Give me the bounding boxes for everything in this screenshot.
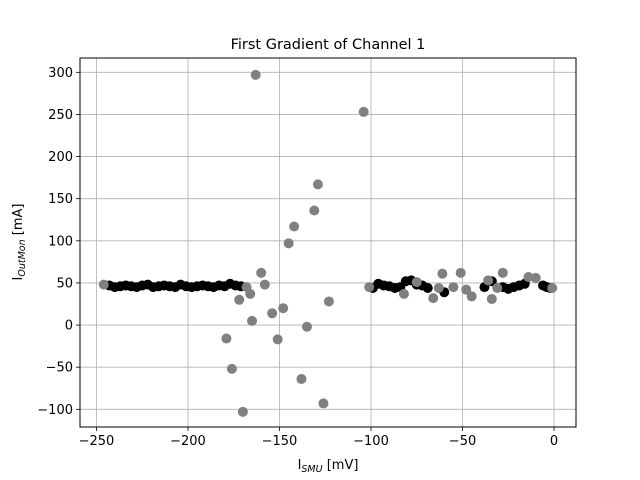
x-tick-label: −100 <box>353 434 389 449</box>
data-point <box>364 282 375 293</box>
x-tick-label: −200 <box>170 434 206 449</box>
data-point <box>483 275 494 286</box>
data-point <box>226 363 237 374</box>
data-point <box>237 406 248 417</box>
data-point <box>523 272 534 283</box>
data-point <box>272 334 283 345</box>
plot-frame <box>79 57 577 428</box>
data-point <box>98 279 109 290</box>
data-point <box>486 293 497 304</box>
data-point <box>530 272 541 283</box>
data-point <box>245 288 256 299</box>
x-tick-label: −150 <box>262 434 298 449</box>
data-point <box>461 284 472 295</box>
y-tick-label: 100 <box>48 234 73 249</box>
y-tick-label: 200 <box>48 150 73 165</box>
data-point <box>323 296 334 307</box>
x-tick-label: −50 <box>449 434 476 449</box>
data-point <box>448 282 459 293</box>
y-axis-label: IOutMon [mA] <box>11 204 28 281</box>
x-tick-label: −250 <box>79 434 115 449</box>
x-axis-label-unit: [mV] <box>323 458 359 473</box>
data-point <box>301 321 312 332</box>
data-point <box>283 238 294 249</box>
axis-ticks: −250 −200 −150 −100 −50 0 −100 −50 0 50 100 150 200 2… <box>37 66 558 449</box>
y-tick-label: 150 <box>48 192 73 207</box>
y-axis-label-subscript: OutMon <box>17 239 28 276</box>
chart-title: First Gradient of Channel 1 <box>231 37 426 53</box>
y-tick-label: 50 <box>56 276 73 291</box>
data-point <box>318 398 329 409</box>
data-point <box>466 291 477 302</box>
y-tick-label: 300 <box>48 66 73 81</box>
data-point <box>259 279 270 290</box>
y-axis-label-unit: [mA] <box>11 204 26 240</box>
data-point <box>278 303 289 314</box>
data-points <box>98 69 558 417</box>
x-tick-label: 0 <box>550 434 558 449</box>
data-point <box>309 205 320 216</box>
x-axis-label-subscript: SMU <box>301 464 322 475</box>
data-point <box>433 282 444 293</box>
data-point <box>221 333 232 344</box>
data-point <box>358 106 369 117</box>
x-axis-label-base: I <box>298 458 302 473</box>
data-point <box>234 294 245 305</box>
data-point <box>256 267 267 278</box>
data-point <box>312 179 323 190</box>
data-point <box>492 282 503 293</box>
data-point <box>296 373 307 384</box>
x-axis-label: ISMU [mV] <box>298 458 359 475</box>
y-tick-label: −50 <box>46 361 73 376</box>
data-point <box>428 293 439 304</box>
data-point <box>422 282 433 293</box>
data-point <box>267 308 278 319</box>
y-tick-label: 0 <box>65 319 73 334</box>
data-point <box>411 277 422 288</box>
data-point <box>497 267 508 278</box>
y-axis-label-base: I <box>11 277 26 281</box>
data-point <box>455 267 466 278</box>
data-point <box>289 221 300 232</box>
data-point <box>547 282 558 293</box>
y-tick-label: 250 <box>48 108 73 123</box>
y-tick-label: −100 <box>37 403 73 418</box>
data-point <box>437 268 448 279</box>
data-point <box>250 69 261 80</box>
data-point <box>398 288 409 299</box>
data-point <box>247 315 258 326</box>
